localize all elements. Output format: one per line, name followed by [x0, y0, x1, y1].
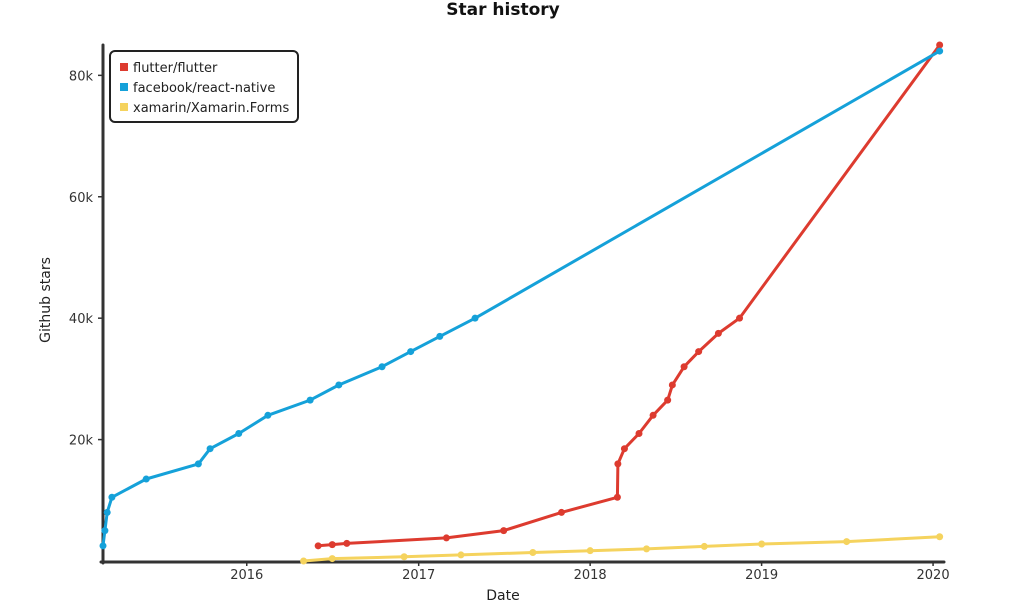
data-point: [194, 460, 202, 468]
data-point: [668, 381, 676, 389]
data-point: [400, 553, 408, 561]
series-0: [314, 41, 944, 550]
x-tick-label: 2018: [574, 568, 607, 583]
y-axis-label: Github stars: [38, 257, 54, 343]
legend-label: xamarin/Xamarin.Forms: [133, 101, 289, 116]
axes: [99, 43, 946, 565]
chart-title: Star history: [446, 0, 559, 20]
ticks: 2016 2017 2018 2019 2020 20k 40k 60k 80k: [69, 69, 950, 583]
data-point: [378, 363, 386, 371]
data-point: [335, 381, 343, 389]
legend-swatch: [120, 103, 128, 111]
x-tick-label: 2017: [402, 568, 435, 583]
data-point: [306, 396, 314, 404]
data-point: [457, 551, 465, 559]
data-point: [557, 508, 565, 516]
data-point: [613, 493, 621, 501]
data-point: [936, 533, 944, 541]
data-point: [407, 348, 415, 356]
data-point: [529, 549, 537, 557]
data-point: [108, 493, 116, 501]
data-point: [586, 547, 594, 555]
data-point: [471, 314, 479, 322]
x-axis-label: Date: [486, 588, 519, 604]
data-point: [328, 555, 336, 563]
data-point: [936, 47, 944, 55]
data-point: [99, 542, 107, 550]
legend-label: facebook/react-native: [133, 81, 275, 96]
x-tick-label: 2019: [745, 568, 778, 583]
data-point: [680, 363, 688, 371]
data-point: [343, 539, 351, 547]
data-point: [643, 545, 651, 553]
series-line: [101, 49, 942, 548]
data-point: [695, 348, 703, 356]
data-point: [314, 542, 322, 550]
data-point: [649, 411, 657, 419]
data-point: [620, 445, 628, 453]
legend: flutter/flutter facebook/react-native xama…: [109, 50, 299, 123]
data-point: [500, 527, 508, 535]
series-2: [300, 533, 944, 565]
data-point: [142, 475, 150, 483]
series-line: [316, 43, 942, 548]
data-point: [206, 445, 214, 453]
y-tick-label: 40k: [69, 312, 94, 327]
y-tick-label: 60k: [69, 191, 94, 206]
data-point: [936, 41, 944, 49]
y-tick-label: 80k: [69, 69, 94, 84]
data-point: [264, 411, 272, 419]
legend-box: [109, 50, 299, 123]
x-tick-label: 2020: [917, 568, 950, 583]
data-point: [700, 542, 708, 550]
series-layer: [99, 41, 944, 565]
x-tick-label: 2016: [230, 568, 263, 583]
data-point: [442, 534, 450, 542]
data-point: [635, 430, 643, 438]
data-point: [664, 396, 672, 404]
data-point: [436, 332, 444, 340]
legend-label: flutter/flutter: [133, 61, 218, 76]
y-tick-label: 20k: [69, 434, 94, 449]
data-point: [103, 508, 111, 516]
series-1: [99, 47, 944, 550]
data-point: [614, 460, 622, 468]
legend-swatch: [120, 63, 128, 71]
data-point: [843, 538, 851, 546]
data-point: [736, 314, 744, 322]
data-point: [758, 540, 766, 548]
legend-swatch: [120, 83, 128, 91]
data-point: [235, 430, 243, 438]
data-point: [328, 541, 336, 549]
data-point: [101, 527, 109, 535]
data-point: [714, 329, 722, 337]
data-point: [300, 557, 308, 565]
